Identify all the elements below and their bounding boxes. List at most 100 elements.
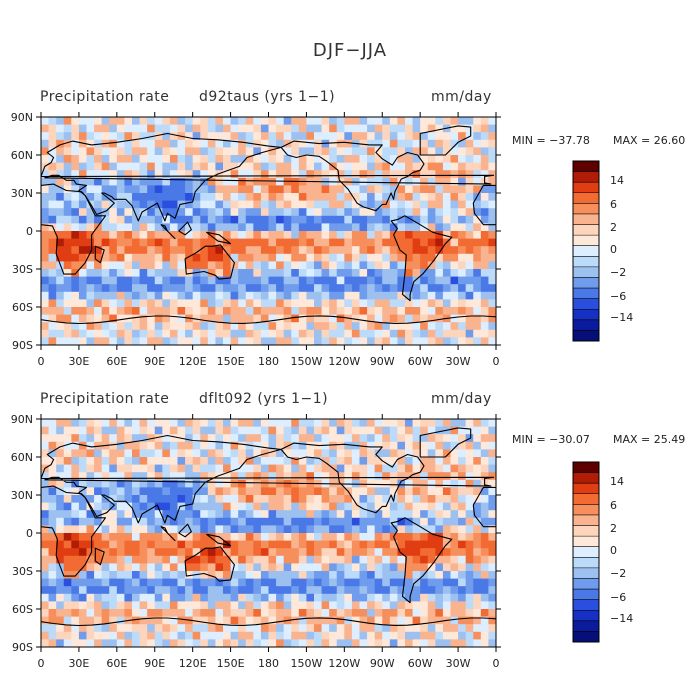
field-cell	[245, 487, 254, 496]
field-cell	[48, 593, 57, 602]
field-cell	[41, 261, 50, 270]
field-cell	[162, 441, 171, 450]
field-cell	[427, 223, 436, 232]
field-cell	[405, 124, 414, 133]
field-cell	[336, 555, 345, 564]
field-cell	[109, 147, 118, 156]
field-cell	[109, 261, 118, 270]
field-cell	[94, 185, 103, 194]
field-cell	[306, 329, 315, 338]
field-cell	[185, 246, 194, 255]
field-cell	[359, 307, 368, 316]
field-cell	[109, 291, 118, 300]
field-cell	[329, 548, 338, 557]
field-cell	[71, 139, 80, 148]
field-cell	[314, 563, 323, 572]
field-cell	[192, 231, 201, 240]
field-cell	[397, 155, 406, 164]
field-cell	[147, 299, 156, 308]
field-cell	[291, 208, 300, 217]
field-cell	[465, 147, 474, 156]
field-cell	[488, 571, 496, 580]
field-cell	[109, 616, 118, 625]
field-cell	[238, 563, 247, 572]
field-cell	[276, 322, 285, 331]
field-cell	[101, 276, 110, 285]
field-cell	[344, 139, 353, 148]
field-cell	[116, 337, 126, 345]
field-cell	[230, 517, 239, 526]
field-cell	[139, 434, 148, 443]
field-cell	[382, 586, 391, 595]
field-cell	[116, 479, 126, 488]
field-cell	[41, 147, 50, 156]
field-cell	[480, 624, 490, 633]
field-cell	[420, 253, 429, 262]
field-cell	[435, 502, 444, 511]
field-cell	[344, 601, 353, 610]
field-cell	[359, 593, 368, 602]
field-cell	[306, 639, 315, 647]
field-cell	[344, 495, 353, 504]
field-cell	[124, 246, 133, 255]
field-cell	[268, 253, 277, 262]
panel1-units: mm/day	[431, 89, 492, 105]
field-cell	[314, 593, 323, 602]
field-cell	[56, 502, 65, 511]
field-cell	[215, 624, 224, 633]
field-cell	[162, 426, 171, 435]
field-cell	[207, 563, 217, 572]
field-cell	[200, 517, 209, 526]
field-cell	[488, 132, 496, 141]
field-cell	[405, 307, 414, 316]
field-cell	[314, 472, 323, 481]
field-cell	[86, 337, 95, 345]
field-cell	[154, 487, 163, 496]
field-cell	[215, 269, 224, 278]
field-cell	[109, 593, 118, 602]
field-cell	[86, 291, 95, 300]
field-cell	[124, 185, 133, 194]
field-cell	[238, 457, 247, 466]
field-cell	[314, 215, 323, 224]
field-cell	[329, 609, 338, 618]
field-cell	[185, 609, 194, 618]
coastline-polygon	[472, 184, 496, 226]
field-cell	[268, 449, 277, 458]
coastline-polygon	[206, 533, 232, 547]
field-cell	[169, 231, 179, 240]
field-cell	[63, 571, 72, 580]
field-cell	[207, 284, 217, 293]
field-cell	[442, 162, 452, 171]
field-cell	[367, 238, 376, 247]
field-cell	[389, 457, 399, 466]
field-cell	[238, 533, 247, 542]
field-cell	[200, 170, 209, 179]
field-cell	[488, 299, 496, 308]
field-cell	[435, 162, 444, 171]
field-cell	[382, 162, 391, 171]
field-cell	[86, 307, 95, 316]
field-cell	[367, 139, 376, 148]
field-cell	[94, 124, 103, 133]
field-cell	[132, 487, 141, 496]
field-cell	[177, 261, 186, 270]
field-cell	[480, 269, 490, 278]
x-tick-label: 0	[38, 657, 45, 670]
field-cell	[412, 132, 421, 141]
field-cell	[109, 624, 118, 633]
field-cell	[291, 472, 300, 481]
field-cell	[420, 639, 429, 647]
field-cell	[63, 631, 72, 640]
field-cell	[154, 132, 163, 141]
field-cell	[374, 253, 383, 262]
field-cell	[48, 193, 57, 202]
field-cell	[473, 329, 482, 338]
colorbar-label: 0	[610, 243, 617, 256]
field-cell	[314, 200, 323, 209]
field-cell	[253, 548, 262, 557]
field-cell	[359, 269, 368, 278]
field-cell	[336, 502, 345, 511]
field-cell	[397, 246, 406, 255]
field-cell	[41, 132, 50, 141]
